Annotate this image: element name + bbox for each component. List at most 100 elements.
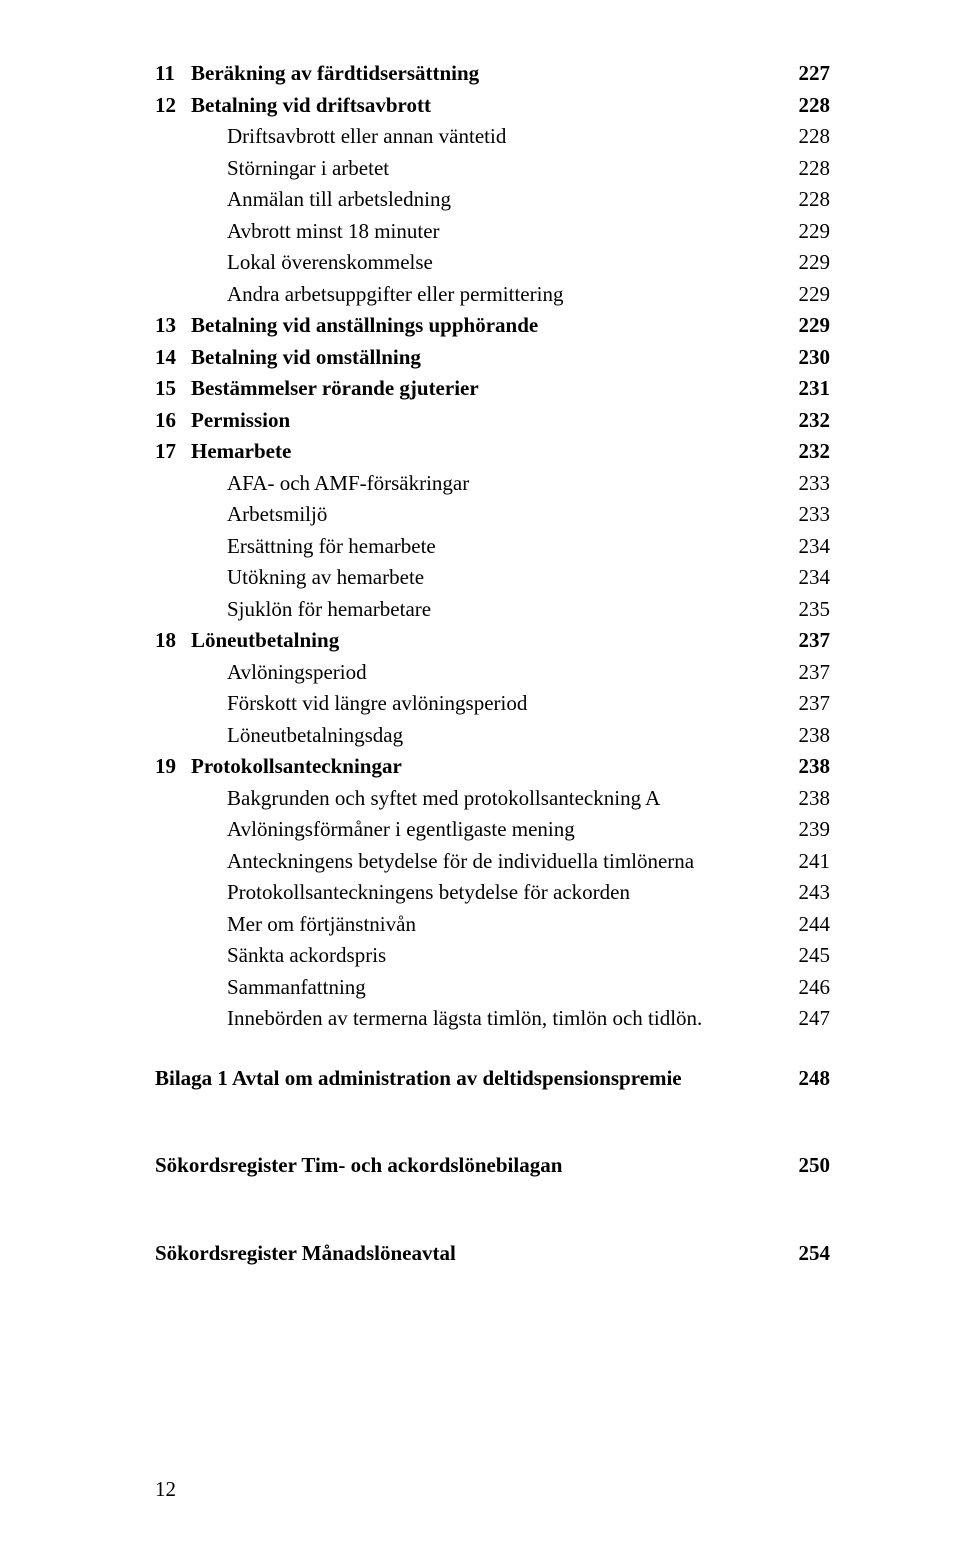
toc-label: Bakgrunden och syftet med protokollsante… <box>191 783 784 815</box>
toc-number: 18 <box>155 625 191 657</box>
toc-label: Störningar i arbetet <box>191 153 784 185</box>
toc-label: Anmälan till arbetsledning <box>191 184 784 216</box>
toc-row: 19Protokollsanteckningar238 <box>155 751 830 783</box>
toc-page: 228 <box>784 184 830 216</box>
toc-page: 250 <box>784 1150 830 1182</box>
toc-page: 231 <box>784 373 830 405</box>
toc-row: Sänkta ackordspris245 <box>155 940 830 972</box>
toc-label: Innebörden av termerna lägsta timlön, ti… <box>191 1003 784 1035</box>
toc-page: 254 <box>784 1238 830 1270</box>
toc-label: Ersättning för hemarbete <box>191 531 784 563</box>
toc-row: Avlöningsförmåner i egentligaste mening2… <box>155 814 830 846</box>
toc-label: Sammanfattning <box>191 972 784 1004</box>
toc-row: 16Permission232 <box>155 405 830 437</box>
toc-label: Betalning vid anställnings upphörande <box>191 310 784 342</box>
toc-page: 243 <box>784 877 830 909</box>
page-number: 12 <box>155 1477 176 1502</box>
toc-page: 247 <box>784 1003 830 1035</box>
toc-row: Lokal överenskommelse229 <box>155 247 830 279</box>
toc-page: 227 <box>784 58 830 90</box>
toc-label: Utökning av hemarbete <box>191 562 784 594</box>
toc-row: 15Bestämmelser rörande gjuterier231 <box>155 373 830 405</box>
toc-label: Protokollsanteckningar <box>191 751 784 783</box>
toc-page: 229 <box>784 279 830 311</box>
toc-label: Driftsavbrott eller annan väntetid <box>191 121 784 153</box>
toc-label: Sökordsregister Månadslöneavtal <box>155 1238 784 1270</box>
toc-row: Sammanfattning246 <box>155 972 830 1004</box>
toc-label: Arbetsmiljö <box>191 499 784 531</box>
toc-number: 14 <box>155 342 191 374</box>
toc-label: Avlöningsförmåner i egentligaste mening <box>191 814 784 846</box>
toc-page: 239 <box>784 814 830 846</box>
toc-label: Betalning vid omställning <box>191 342 784 374</box>
toc-page: 248 <box>784 1063 830 1095</box>
toc-label: Avlöningsperiod <box>191 657 784 689</box>
toc-row: 18Löneutbetalning237 <box>155 625 830 657</box>
toc-number: 19 <box>155 751 191 783</box>
toc-label: Sänkta ackordspris <box>191 940 784 972</box>
toc-page: 238 <box>784 720 830 752</box>
toc-page: 237 <box>784 625 830 657</box>
toc-label: AFA- och AMF-försäkringar <box>191 468 784 500</box>
toc-number: 12 <box>155 90 191 122</box>
toc-label: Bestämmelser rörande gjuterier <box>191 373 784 405</box>
toc-label: Betalning vid driftsavbrott <box>191 90 784 122</box>
toc-row: 17Hemarbete232 <box>155 436 830 468</box>
toc-row: AFA- och AMF-försäkringar233 <box>155 468 830 500</box>
toc-label: Anteckningens betydelse för de individue… <box>191 846 784 878</box>
toc-row: Anmälan till arbetsledning228 <box>155 184 830 216</box>
toc-row: Arbetsmiljö233 <box>155 499 830 531</box>
toc-number: 13 <box>155 310 191 342</box>
toc-row: 11Beräkning av färdtidsersättning227 <box>155 58 830 90</box>
toc-row: Avbrott minst 18 minuter229 <box>155 216 830 248</box>
toc-row: Löneutbetalningsdag238 <box>155 720 830 752</box>
toc-row: Sjuklön för hemarbetare235 <box>155 594 830 626</box>
toc-page: 233 <box>784 499 830 531</box>
toc-row: Driftsavbrott eller annan väntetid228 <box>155 121 830 153</box>
toc-row: 13Betalning vid anställnings upphörande2… <box>155 310 830 342</box>
toc-label: Löneutbetalningsdag <box>191 720 784 752</box>
toc-page: 234 <box>784 531 830 563</box>
toc-page: 245 <box>784 940 830 972</box>
toc-row: Innebörden av termerna lägsta timlön, ti… <box>155 1003 830 1035</box>
toc-page: 244 <box>784 909 830 941</box>
toc-page: 228 <box>784 121 830 153</box>
toc-page: 237 <box>784 688 830 720</box>
toc-row: 12Betalning vid driftsavbrott228 <box>155 90 830 122</box>
toc-number: 16 <box>155 405 191 437</box>
toc-label: Lokal överenskommelse <box>191 247 784 279</box>
toc-label: Avbrott minst 18 minuter <box>191 216 784 248</box>
table-of-contents: 11Beräkning av färdtidsersättning22712Be… <box>155 58 830 1269</box>
toc-label: Sjuklön för hemarbetare <box>191 594 784 626</box>
toc-page: 228 <box>784 90 830 122</box>
toc-page: 234 <box>784 562 830 594</box>
toc-label: Beräkning av färdtidsersättning <box>191 58 784 90</box>
toc-row: Bakgrunden och syftet med protokollsante… <box>155 783 830 815</box>
toc-page: 228 <box>784 153 830 185</box>
toc-label: Förskott vid längre avlöningsperiod <box>191 688 784 720</box>
toc-row: Sökordsregister Tim- och ackordslönebila… <box>155 1150 830 1182</box>
toc-page: 246 <box>784 972 830 1004</box>
toc-page: 229 <box>784 216 830 248</box>
toc-page: 235 <box>784 594 830 626</box>
toc-page: 238 <box>784 783 830 815</box>
toc-row: Utökning av hemarbete234 <box>155 562 830 594</box>
toc-row: Anteckningens betydelse för de individue… <box>155 846 830 878</box>
toc-row: Andra arbetsuppgifter eller permittering… <box>155 279 830 311</box>
toc-row: Sökordsregister Månadslöneavtal254 <box>155 1238 830 1270</box>
toc-page: 229 <box>784 310 830 342</box>
toc-label: Mer om förtjänstnivån <box>191 909 784 941</box>
toc-row: Ersättning för hemarbete234 <box>155 531 830 563</box>
toc-page: 233 <box>784 468 830 500</box>
toc-row: Mer om förtjänstnivån244 <box>155 909 830 941</box>
toc-page: 238 <box>784 751 830 783</box>
toc-page: 230 <box>784 342 830 374</box>
toc-row: 14Betalning vid omställning230 <box>155 342 830 374</box>
toc-label: Andra arbetsuppgifter eller permittering <box>191 279 784 311</box>
toc-label: Löneutbetalning <box>191 625 784 657</box>
toc-page: 237 <box>784 657 830 689</box>
toc-label: Hemarbete <box>191 436 784 468</box>
toc-page: 232 <box>784 405 830 437</box>
toc-row: Störningar i arbetet228 <box>155 153 830 185</box>
toc-label: Sökordsregister Tim- och ackordslönebila… <box>155 1150 784 1182</box>
